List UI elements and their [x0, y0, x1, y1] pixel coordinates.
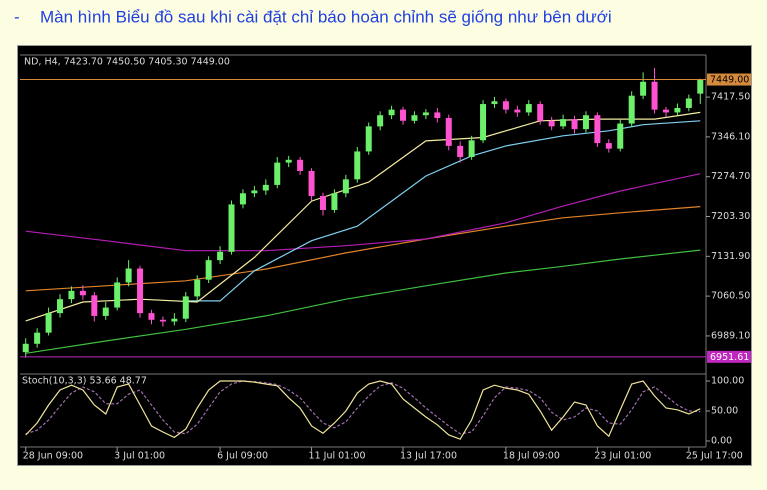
candle-body [331, 193, 338, 210]
moving-average [25, 206, 701, 292]
price-label-box [707, 350, 751, 363]
candle-body [91, 295, 98, 316]
candle-body [377, 115, 384, 127]
candle-body [285, 159, 292, 163]
candle-body [137, 268, 144, 314]
candle-body [617, 123, 624, 149]
candle-body [560, 119, 567, 127]
candle-body [514, 109, 521, 113]
candle-body [148, 313, 155, 320]
candle-body [491, 101, 498, 105]
chart-frame [17, 45, 752, 466]
candle-body [594, 115, 601, 144]
chart-title: ND, H4, 7423.70 7450.50 7405.30 7449.00 [24, 57, 230, 68]
y-tick-label: 7274.70 [711, 171, 750, 182]
price-label: 7449.00 [710, 75, 749, 86]
x-tick-label: 28 Jun 09:00 [23, 451, 83, 462]
candle-body [319, 196, 326, 210]
candle-body [125, 268, 132, 283]
y-tick-label: 7346.10 [711, 131, 750, 142]
candle-body [468, 140, 475, 158]
candle-body [182, 296, 189, 319]
candle-body [445, 117, 452, 146]
x-tick-label: 13 Jul 17:00 [400, 451, 457, 462]
candle-body [411, 115, 418, 121]
candle-body [640, 81, 647, 96]
y-tick-label: 50.00 [711, 406, 738, 417]
candle-body [605, 143, 612, 149]
x-tick-label: 3 Jul 01:00 [114, 451, 165, 462]
candle-body [45, 313, 52, 333]
candle-body [400, 109, 407, 121]
candle-body [342, 179, 349, 194]
y-tick-label: 7203.30 [711, 211, 750, 222]
y-tick-label: 7131.90 [711, 251, 750, 262]
candle-body [34, 332, 41, 344]
stoch-title: Stoch(10,3,3) 53.66 48.77 [22, 376, 147, 387]
candle-body [571, 119, 578, 130]
candle-body [194, 279, 201, 297]
candle-body [239, 193, 246, 205]
candle-body [388, 109, 395, 116]
x-tick-label: 25 Jul 17:00 [686, 451, 743, 462]
candle-body [114, 282, 121, 308]
heading: Màn hình Biểu đồ sau khi cài đặt chỉ báo… [40, 7, 612, 26]
candle-body [68, 290, 75, 300]
candle-body [102, 307, 109, 316]
candle-body [274, 162, 281, 185]
x-tick-label: 11 Jul 01:00 [309, 451, 366, 462]
candle-body [628, 95, 635, 124]
candle-body [457, 145, 464, 158]
y-tick-label: 7417.50 [711, 92, 750, 103]
candle-body [537, 104, 544, 121]
moving-average [185, 120, 701, 302]
candle-body [217, 251, 224, 261]
y-tick-label: 7060.50 [711, 291, 750, 302]
candle-body [79, 290, 86, 296]
candle-body [422, 112, 429, 116]
candle-body [22, 343, 29, 353]
x-tick-label: 6 Jul 09:00 [217, 451, 268, 462]
candle-body [674, 107, 681, 113]
candle-body [171, 318, 178, 322]
candle-body [205, 260, 212, 280]
candle-body [434, 112, 441, 118]
candle-body [365, 126, 372, 152]
x-tick-label: 23 Jul 01:00 [594, 451, 651, 462]
y-tick-label: 6989.10 [711, 330, 750, 341]
candle-body [262, 184, 269, 191]
x-tick-label: 18 Jul 09:00 [503, 451, 560, 462]
y-tick-label: 100.00 [711, 376, 744, 387]
candle-body [480, 104, 487, 141]
candle-body [662, 109, 669, 113]
candle-body [697, 79, 704, 94]
stoch-line [25, 380, 701, 440]
candle-body [502, 101, 509, 110]
candle-body [57, 299, 64, 314]
candle-body [685, 98, 692, 108]
candle-body [582, 115, 589, 130]
candle-body [525, 104, 532, 113]
price-label-box [707, 73, 751, 86]
candle-body [297, 159, 304, 171]
price-label: 6951.61 [710, 352, 749, 363]
candle-body [159, 319, 166, 322]
candle-body [354, 151, 361, 180]
candle-body [251, 190, 258, 194]
moving-average [25, 249, 701, 354]
moving-average [25, 173, 701, 252]
bullet: - [14, 7, 20, 26]
candle-body [651, 81, 658, 110]
candle-body [548, 120, 555, 127]
y-tick-label: 0.00 [711, 436, 732, 447]
candle-body [228, 204, 235, 252]
candle-body [308, 170, 315, 197]
